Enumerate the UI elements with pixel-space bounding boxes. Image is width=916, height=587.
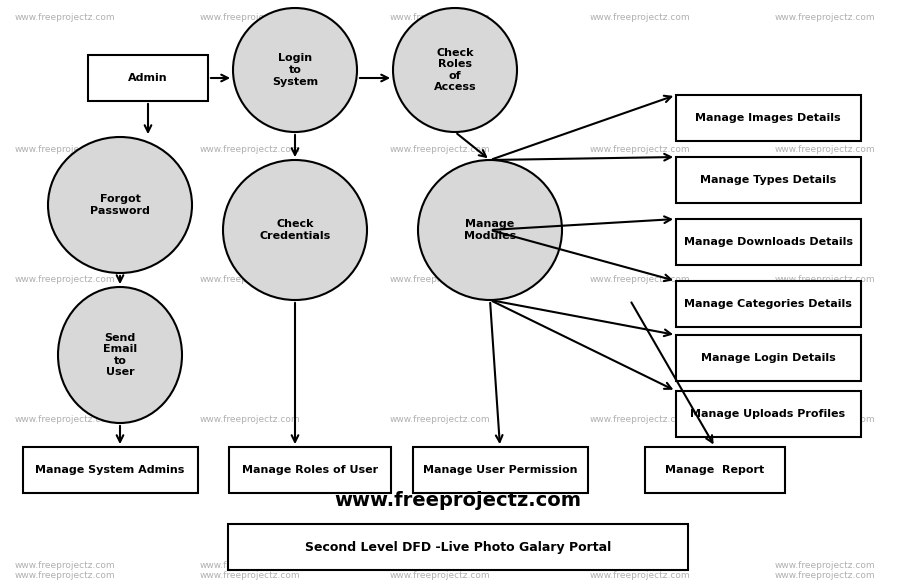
Bar	[675, 281, 860, 327]
Text: www.freeprojectz.com: www.freeprojectz.com	[390, 416, 491, 424]
Text: Manage Types Details: Manage Types Details	[700, 175, 836, 185]
Text: Second Level DFD -Live Photo Galary Portal: Second Level DFD -Live Photo Galary Port…	[305, 541, 611, 554]
Text: www.freeprojectz.com: www.freeprojectz.com	[390, 571, 491, 579]
Text: www.freeprojectz.com: www.freeprojectz.com	[15, 275, 115, 285]
Text: Forgot
Password: Forgot Password	[90, 194, 150, 216]
Text: Admin: Admin	[128, 73, 168, 83]
Text: www.freeprojectz.com: www.freeprojectz.com	[590, 14, 691, 22]
Text: www.freeprojectz.com: www.freeprojectz.com	[15, 146, 115, 154]
Text: www.freeprojectz.com: www.freeprojectz.com	[590, 416, 691, 424]
Text: Manage Downloads Details: Manage Downloads Details	[683, 237, 853, 247]
Text: www.freeprojectz.com: www.freeprojectz.com	[775, 571, 876, 579]
Text: www.freeprojectz.com: www.freeprojectz.com	[775, 275, 876, 285]
Text: Manage Categories Details: Manage Categories Details	[684, 299, 852, 309]
Bar	[229, 447, 391, 493]
Text: Manage System Admins: Manage System Admins	[36, 465, 185, 475]
Text: Manage User Permission: Manage User Permission	[423, 465, 577, 475]
Text: www.freeprojectz.com: www.freeprojectz.com	[775, 146, 876, 154]
Ellipse shape	[233, 8, 357, 132]
Text: Manage  Report: Manage Report	[665, 465, 765, 475]
Text: Login
to
System: Login to System	[272, 53, 318, 87]
Text: www.freeprojectz.com: www.freeprojectz.com	[200, 571, 300, 579]
Text: www.freeprojectz.com: www.freeprojectz.com	[200, 416, 300, 424]
Text: www.freeprojectz.com: www.freeprojectz.com	[775, 561, 876, 569]
Text: Check
Roles
of
Access: Check Roles of Access	[433, 48, 476, 92]
Ellipse shape	[418, 160, 562, 300]
Bar	[675, 335, 860, 381]
Ellipse shape	[393, 8, 517, 132]
Text: www.freeprojectz.com: www.freeprojectz.com	[200, 14, 300, 22]
Bar	[645, 447, 785, 493]
Bar	[23, 447, 198, 493]
Text: www.freeprojectz.com: www.freeprojectz.com	[590, 146, 691, 154]
Bar	[228, 524, 688, 570]
Text: Manage Uploads Profiles: Manage Uploads Profiles	[691, 409, 845, 419]
Text: www.freeprojectz.com: www.freeprojectz.com	[390, 275, 491, 285]
Text: www.freeprojectz.com: www.freeprojectz.com	[590, 561, 691, 569]
Text: www.freeprojectz.com: www.freeprojectz.com	[200, 561, 300, 569]
Text: www.freeprojectz.com: www.freeprojectz.com	[334, 491, 582, 510]
Bar	[675, 95, 860, 141]
Text: www.freeprojectz.com: www.freeprojectz.com	[15, 571, 115, 579]
Text: Send
Email
to
User: Send Email to User	[103, 333, 137, 377]
Text: www.freeprojectz.com: www.freeprojectz.com	[15, 416, 115, 424]
Text: www.freeprojectz.com: www.freeprojectz.com	[390, 146, 491, 154]
Text: www.freeprojectz.com: www.freeprojectz.com	[15, 561, 115, 569]
Bar	[675, 391, 860, 437]
Text: www.freeprojectz.com: www.freeprojectz.com	[390, 561, 491, 569]
Text: www.freeprojectz.com: www.freeprojectz.com	[200, 275, 300, 285]
Text: www.freeprojectz.com: www.freeprojectz.com	[590, 571, 691, 579]
Bar	[675, 219, 860, 265]
Text: www.freeprojectz.com: www.freeprojectz.com	[775, 14, 876, 22]
Text: www.freeprojectz.com: www.freeprojectz.com	[200, 146, 300, 154]
Text: www.freeprojectz.com: www.freeprojectz.com	[390, 14, 491, 22]
Ellipse shape	[223, 160, 367, 300]
Ellipse shape	[58, 287, 182, 423]
Text: www.freeprojectz.com: www.freeprojectz.com	[15, 14, 115, 22]
Text: Manage Images Details: Manage Images Details	[695, 113, 841, 123]
Text: Manage
Modules: Manage Modules	[463, 219, 516, 241]
Text: Manage Login Details: Manage Login Details	[701, 353, 835, 363]
Text: Manage Roles of User: Manage Roles of User	[242, 465, 378, 475]
Text: www.freeprojectz.com: www.freeprojectz.com	[775, 416, 876, 424]
Text: www.freeprojectz.com: www.freeprojectz.com	[590, 275, 691, 285]
Text: Check
Credentials: Check Credentials	[259, 219, 331, 241]
Bar	[675, 157, 860, 203]
Bar	[412, 447, 587, 493]
Ellipse shape	[48, 137, 192, 273]
Bar	[88, 55, 208, 101]
